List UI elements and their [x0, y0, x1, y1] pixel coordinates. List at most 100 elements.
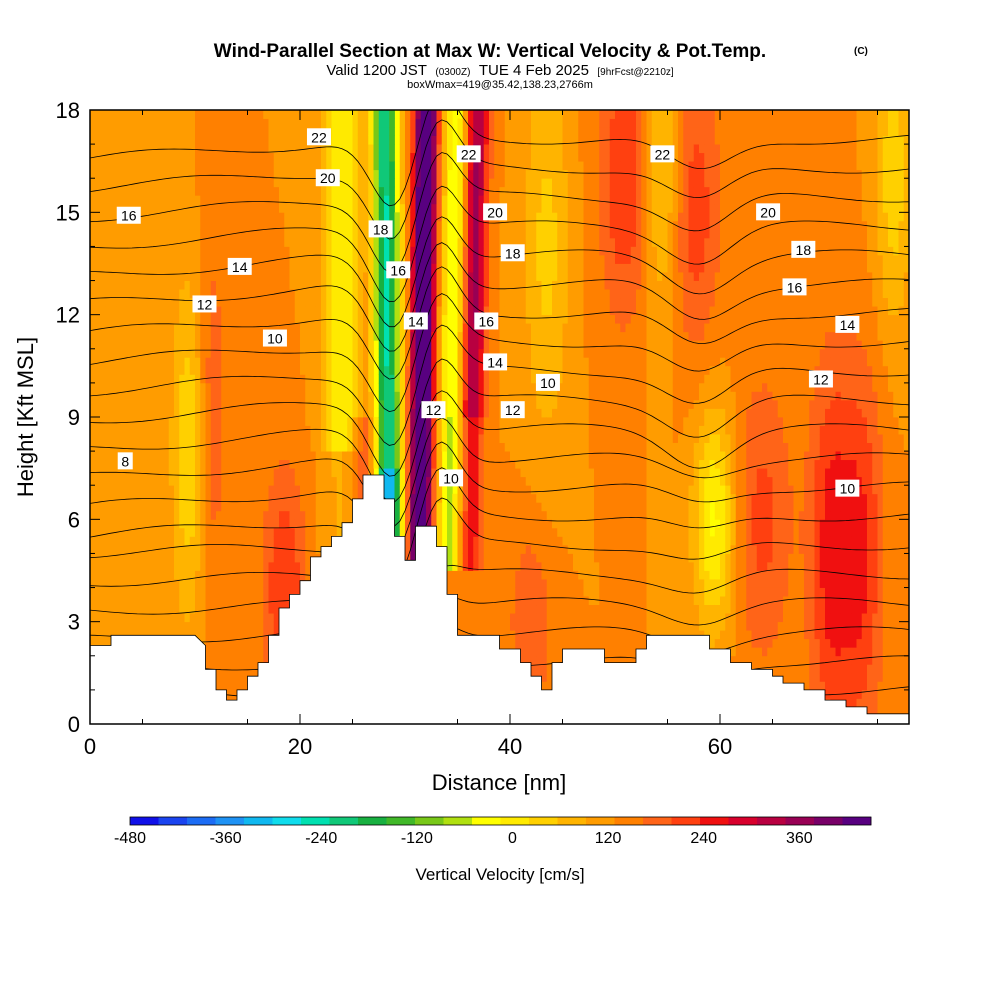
velocity-cell [90, 485, 96, 495]
velocity-cell [273, 203, 280, 213]
velocity-cell [132, 289, 138, 299]
velocity-cell [441, 229, 448, 239]
velocity-cell [326, 297, 332, 307]
velocity-cell [326, 365, 332, 375]
velocity-cell [326, 144, 332, 154]
velocity-cell [95, 570, 101, 580]
velocity-cell [210, 186, 217, 196]
velocity-cell [126, 323, 133, 333]
velocity-cell [216, 417, 222, 426]
velocity-cell [321, 493, 327, 503]
velocity-cell [126, 127, 133, 136]
velocity-cell [216, 254, 222, 264]
velocity-cell [189, 630, 196, 640]
velocity-cell [399, 442, 406, 452]
velocity-cell [258, 161, 264, 171]
velocity-cell [153, 110, 159, 119]
velocity-cell [179, 630, 185, 640]
velocity-cell [111, 382, 117, 392]
velocity-cell [426, 417, 432, 426]
velocity-cell [315, 544, 322, 554]
velocity-cell [457, 289, 464, 299]
velocity-cell [111, 161, 117, 171]
velocity-cell [399, 493, 406, 503]
velocity-cell [184, 110, 191, 119]
velocity-cell [420, 110, 427, 119]
velocity-cell [210, 451, 217, 461]
velocity-cell [121, 399, 128, 409]
velocity-cell [137, 621, 143, 631]
velocity-cell [410, 434, 416, 443]
velocity-cell [242, 417, 248, 426]
velocity-cell [405, 237, 411, 247]
velocity-cell [142, 408, 149, 418]
velocity-cell [90, 382, 96, 392]
velocity-cell [205, 365, 212, 375]
velocity-cell [441, 280, 448, 290]
velocity-cell [216, 553, 222, 563]
velocity-cell [247, 365, 254, 375]
velocity-cell [95, 434, 101, 443]
velocity-cell [237, 647, 243, 657]
velocity-cell [116, 442, 122, 452]
velocity-cell [300, 186, 306, 196]
velocity-cell [126, 229, 133, 239]
velocity-cell [384, 485, 390, 495]
velocity-cell [153, 340, 159, 350]
velocity-cell [363, 468, 369, 478]
velocity-cell [279, 195, 285, 205]
velocity-cell [447, 570, 453, 580]
velocity-cell [189, 604, 196, 614]
velocity-cell [321, 374, 327, 384]
velocity-cell [415, 246, 422, 256]
velocity-cell [184, 408, 191, 418]
velocity-cell [420, 195, 427, 205]
velocity-cell [147, 263, 154, 273]
velocity-cell [436, 237, 443, 247]
velocity-cell [279, 434, 285, 443]
velocity-cell [284, 263, 290, 273]
velocity-cell [95, 263, 101, 273]
velocity-cell [100, 323, 107, 333]
velocity-cell [436, 493, 443, 503]
velocity-cell [284, 220, 290, 230]
velocity-cell [121, 476, 128, 486]
velocity-cell [310, 468, 317, 478]
velocity-cell [363, 451, 369, 461]
velocity-cell [242, 237, 248, 247]
velocity-cell [426, 476, 432, 486]
velocity-cell [237, 365, 243, 375]
velocity-cell [111, 459, 117, 469]
velocity-cell [300, 536, 306, 546]
velocity-cell [310, 306, 317, 316]
velocity-cell [378, 331, 385, 341]
velocity-cell [389, 203, 395, 213]
velocity-cell [163, 237, 170, 247]
velocity-cell [116, 485, 122, 495]
velocity-cell [205, 374, 212, 384]
velocity-cell [168, 519, 175, 529]
velocity-cell [168, 544, 175, 554]
velocity-cell [394, 348, 401, 358]
velocity-cell [205, 314, 212, 324]
velocity-cell [163, 604, 170, 614]
velocity-cell [363, 297, 369, 307]
velocity-cell [279, 579, 285, 588]
velocity-cell [226, 323, 233, 333]
velocity-cell [90, 417, 96, 426]
velocity-cell [426, 289, 432, 299]
velocity-cell [289, 502, 296, 512]
velocity-cell [268, 613, 275, 623]
velocity-cell [426, 493, 432, 503]
velocity-cell [389, 178, 395, 188]
velocity-cell [147, 621, 154, 631]
velocity-cell [310, 118, 317, 128]
velocity-cell [436, 254, 443, 264]
velocity-cell [237, 621, 243, 631]
velocity-cell [126, 195, 133, 205]
velocity-cell [242, 229, 248, 239]
velocity-cell [273, 417, 280, 426]
velocity-cell [352, 254, 359, 264]
velocity-cell [163, 476, 170, 486]
velocity-cell [168, 331, 175, 341]
